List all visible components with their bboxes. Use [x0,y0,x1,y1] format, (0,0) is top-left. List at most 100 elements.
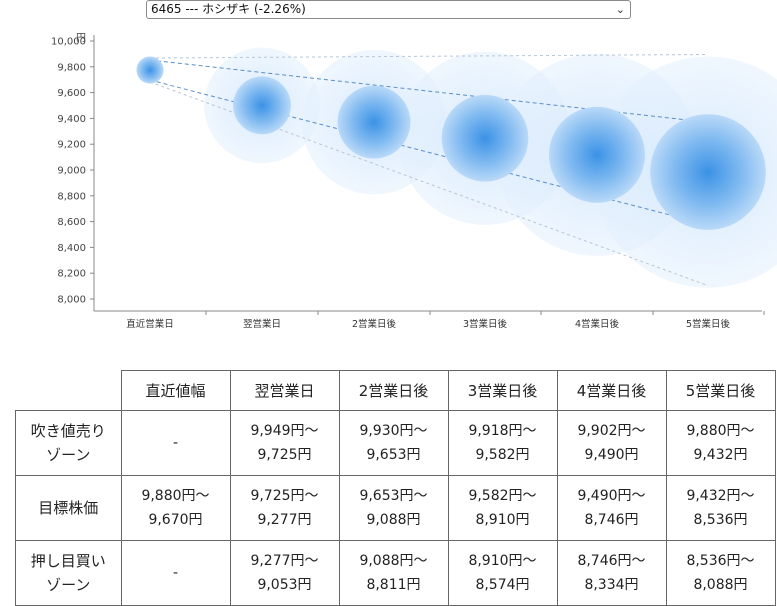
cell-line: 8,910円〜 [468,553,537,569]
stock-select[interactable]: 6465 --- ホシザキ (-2.26%) ⌄ [146,0,631,19]
cell-line: 8,574円 [475,577,530,593]
x-tick-label: 4営業日後 [575,318,620,330]
col-header: 5営業日後 [665,370,776,411]
cell-line: 9,490円〜 [577,488,646,504]
table-cell: 9,088円〜 8,811円 [338,540,449,606]
y-unit-label: 円 [76,33,86,44]
y-tick-label: 8,200 [57,269,86,280]
table-cell: 9,277円〜 9,053円 [229,540,340,606]
col-header: 4営業日後 [556,370,667,411]
row-header-line: ゾーン [46,576,91,594]
target-price-bubble [136,56,164,84]
cell-line: - [172,435,179,451]
cell-line: 9,725円〜 [250,488,319,504]
table-cell: 9,432円〜 8,536円 [665,475,776,541]
y-tick-label: 9,200 [57,140,86,151]
table-cell: 9,930円〜 9,653円 [338,410,449,476]
y-tick-label: 9,400 [57,114,86,125]
cell-line: - [172,565,179,581]
cell-line: 9,653円〜 [359,488,428,504]
table-cell: 8,536円〜 8,088円 [665,540,776,606]
cell-line: 9,918円〜 [468,423,537,439]
row-header-line: ゾーン [46,446,91,464]
cell-line: 9,088円〜 [359,553,428,569]
y-tick-label: 8,400 [57,243,86,254]
target-price-bubble [233,76,291,135]
cell-line: 8,334円 [584,577,639,593]
table-cell: - [120,410,231,476]
table-cell: 8,746円〜 8,334円 [556,540,667,606]
table-cell: 9,653円〜 9,088円 [338,475,449,541]
table-cell: - [120,540,231,606]
col-header: 直近値幅 [120,370,231,411]
table-cell: 9,582円〜 8,910円 [447,475,558,541]
cell-line: 8,746円〜 [577,553,646,569]
table-cell: 9,725円〜 9,277円 [229,475,340,541]
table-row: 押し目買いゾーン - 9,277円〜 9,053円 9,088円〜 8,811円 8,910… [15,540,776,606]
table-row: 吹き値売りゾーン - 9,949円〜 9,725円 9,930円〜 9,653円 9,918… [15,410,776,476]
cell-line: 8,088円 [693,577,748,593]
cell-line: 8,811円 [366,577,421,593]
row-header-line: 押し目買い [30,552,106,570]
col-header: 翌営業日 [229,370,340,411]
table-row: 目標株価 9,880円〜 9,670円 9,725円〜 9,277円 9,653円〜 9,0… [15,475,776,541]
x-tick-label: 翌営業日 [243,318,281,330]
x-tick-label: 3営業日後 [463,318,508,330]
target-lower-line [149,79,709,226]
col-header: 2営業日後 [338,370,449,411]
row-header: 押し目買い ゾーン [15,540,122,606]
x-tick-label: 5営業日後 [686,318,731,330]
cell-line: 9,880円〜 [686,423,755,439]
cell-line: 9,725円 [257,447,312,463]
y-tick-label: 8,600 [57,217,86,228]
forecast-chart: 円 8,000 8,200 8,400 8,600 8,800 9,000 9,200 9,40… [51,33,777,330]
target-price-bubble [650,114,766,230]
table-corner [15,370,122,411]
row-header: 目標株価 [15,475,122,541]
cell-line: 9,670円 [148,512,203,528]
cell-line: 9,949円〜 [250,423,319,439]
cell-line: 9,653円 [366,447,421,463]
y-tick-label: 8,800 [57,191,86,202]
cell-line: 8,536円〜 [686,553,755,569]
table-cell: 9,880円〜 9,670円 [120,475,231,541]
row-header-line: 目標株価 [38,499,99,517]
table-cell: 9,880円〜 9,432円 [665,410,776,476]
target-price-bubble [441,94,529,182]
cell-line: 8,746円 [584,512,639,528]
cell-line: 9,582円 [475,447,530,463]
target-upper-line [149,59,709,123]
y-tick-label: 9,600 [57,88,86,99]
forecast-table: 直近値幅 翌営業日 2営業日後 3営業日後 4営業日後 5営業日後 吹き値売りゾ… [15,370,776,606]
y-tick-label: 9,800 [57,62,86,73]
y-tick-label: 8,000 [57,295,86,306]
y-tick-label: 10,000 [51,37,86,48]
cell-line: 8,536円 [693,512,748,528]
target-price-bubble [549,106,645,203]
x-tick-label: 直近営業日 [126,318,174,330]
row-header-line: 吹き値売り [30,422,106,440]
table-cell: 9,902円〜 9,490円 [556,410,667,476]
col-header: 3営業日後 [447,370,558,411]
cell-line: 8,910円 [475,512,530,528]
stock-select-value: 6465 --- ホシザキ (-2.26%) [151,2,306,16]
cell-line: 9,902円〜 [577,423,646,439]
target-price-bubble [337,85,411,159]
cell-line: 9,277円 [257,512,312,528]
row-header: 吹き値売り ゾーン [15,410,122,476]
cell-line: 9,432円 [693,447,748,463]
table-header-row: 直近値幅 翌営業日 2営業日後 3営業日後 4営業日後 5営業日後 [15,370,776,411]
cell-line: 9,582円〜 [468,488,537,504]
cell-line: 9,277円〜 [250,553,319,569]
table-cell: 8,910円〜 8,574円 [447,540,558,606]
cell-line: 9,432円〜 [686,488,755,504]
cell-line: 9,930円〜 [359,423,428,439]
table-cell: 9,490円〜 8,746円 [556,475,667,541]
cell-line: 9,490円 [584,447,639,463]
cell-line: 9,088円 [366,512,421,528]
chevron-down-icon: ⌄ [615,3,625,16]
table-cell: 9,918円〜 9,582円 [447,410,558,476]
table-cell: 9,949円〜 9,725円 [229,410,340,476]
cell-line: 9,053円 [257,577,312,593]
y-tick-label: 9,000 [57,166,86,177]
